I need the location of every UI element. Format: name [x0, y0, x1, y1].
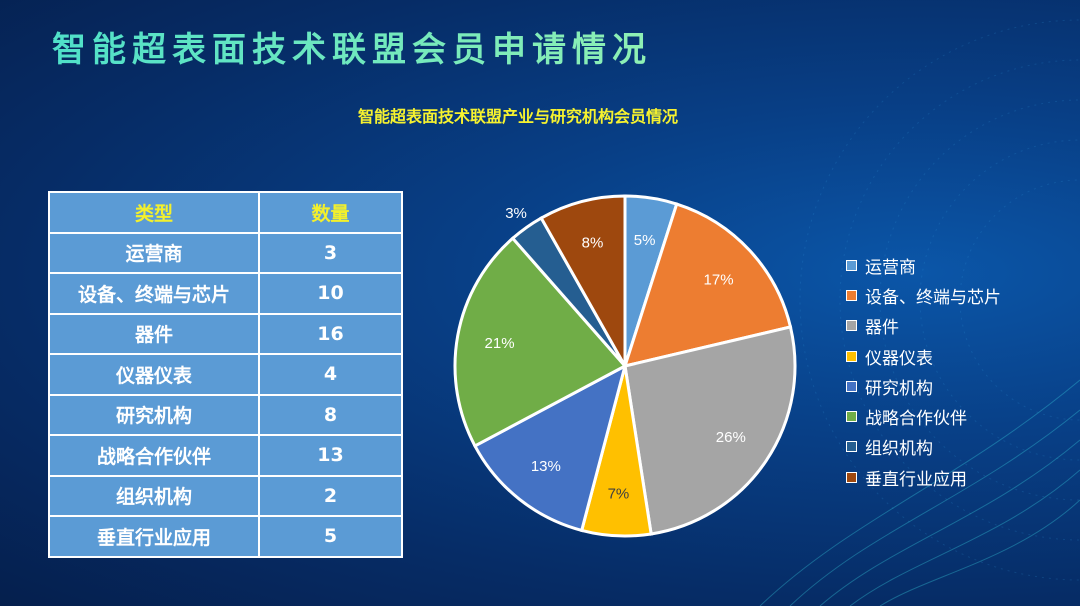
pie-data-label: 21% — [485, 335, 515, 352]
legend-item: 垂直行业应用 — [846, 462, 1001, 492]
legend-item: 设备、终端与芯片 — [846, 280, 1001, 310]
pie-slice — [622, 202, 793, 369]
table-row: 战略合作伙伴 13 — [48, 434, 403, 477]
table-row: 运营商 3 — [48, 231, 403, 274]
legend-label: 运营商 — [865, 257, 916, 278]
legend-item: 组织机构 — [846, 432, 1001, 462]
legend-label: 研究机构 — [865, 378, 933, 399]
legend-label: 设备、终端与芯片 — [865, 287, 1001, 308]
table-cell-type: 仪器仪表 — [48, 353, 260, 396]
column-header-count: 数量 — [258, 191, 403, 234]
pie-slice — [623, 325, 797, 536]
chart-title: 智能超表面技术联盟产业与研究机构会员情况 — [358, 107, 679, 126]
table-cell-count: 4 — [258, 353, 403, 396]
table-cell-count: 8 — [258, 393, 403, 436]
legend-label: 战略合作伙伴 — [865, 409, 967, 430]
pie-data-label: 13% — [531, 458, 561, 475]
table-row: 垂直行业应用 5 — [48, 515, 403, 558]
legend-swatch — [846, 411, 857, 423]
table-cell-type: 器件 — [48, 312, 260, 355]
pie-slice — [539, 194, 627, 372]
table-cell-type: 设备、终端与芯片 — [48, 272, 260, 315]
table-cell-type: 组织机构 — [48, 474, 260, 517]
legend-label: 仪器仪表 — [865, 348, 933, 369]
table-cell-count: 5 — [258, 515, 403, 558]
table-cell-count: 2 — [258, 474, 403, 517]
table-cell-type: 运营商 — [48, 231, 260, 274]
legend-swatch — [846, 441, 857, 453]
legend-label: 组织机构 — [865, 439, 933, 460]
legend-label: 垂直行业应用 — [865, 469, 967, 490]
legend-item: 运营商 — [846, 250, 1001, 280]
table-cell-count: 16 — [258, 312, 403, 355]
legend-item: 器件 — [846, 311, 1001, 341]
pie-data-label: 5% — [634, 232, 656, 249]
table-row: 仪器仪表 4 — [48, 353, 403, 396]
legend-label: 器件 — [865, 318, 899, 339]
table-row: 器件 16 — [48, 312, 403, 355]
pie-data-label: 7% — [608, 485, 630, 502]
page-title: 智能超表面技术联盟会员申请情况 — [52, 22, 652, 71]
pie-slice — [472, 363, 628, 533]
chart-legend: 运营商设备、终端与芯片 器件仪器仪表研究机构战略合作伙伴 组织机构垂直行业应用 — [846, 250, 1001, 492]
table-cell-type: 研究机构 — [48, 393, 260, 436]
legend-swatch — [846, 350, 857, 362]
table-row: 研究机构 8 — [48, 393, 403, 436]
legend-item: 战略合作伙伴 — [846, 401, 1001, 431]
table-row: 设备、终端与芯片 10 — [48, 272, 403, 315]
legend-swatch — [846, 320, 857, 332]
pie-data-label: 26% — [716, 429, 746, 446]
table-header-row: 类型 数量 — [48, 191, 403, 234]
legend-swatch — [846, 380, 857, 392]
table-cell-count: 13 — [258, 434, 403, 477]
table-cell-type: 垂直行业应用 — [48, 515, 260, 558]
table-cell-count: 10 — [258, 272, 403, 315]
legend-item: 仪器仪表 — [846, 341, 1001, 371]
pie-slice — [453, 236, 628, 448]
pie-data-label: 8% — [582, 235, 604, 252]
column-header-type: 类型 — [48, 191, 260, 234]
legend-swatch — [846, 471, 857, 483]
table-cell-count: 3 — [258, 231, 403, 274]
pie-data-label: 17% — [704, 271, 734, 288]
table-cell-type: 战略合作伙伴 — [48, 434, 260, 477]
member-table: 类型 数量 运营商 3 设备、终端与芯片 10 器件 16 仪器仪表 4 研究机… — [48, 191, 403, 558]
legend-swatch — [846, 259, 857, 271]
pie-data-label: 3% — [505, 205, 527, 222]
table-row: 组织机构 2 — [48, 474, 403, 517]
legend-swatch — [846, 289, 857, 301]
legend-item: 研究机构 — [846, 371, 1001, 401]
